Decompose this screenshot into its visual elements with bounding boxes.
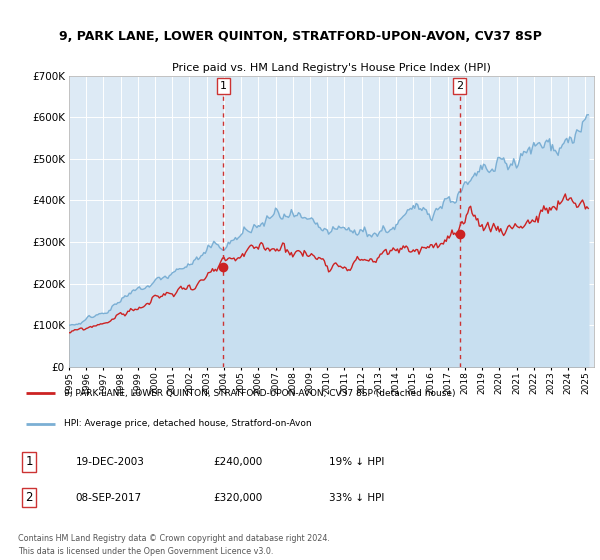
Text: 08-SEP-2017: 08-SEP-2017	[76, 493, 142, 503]
Text: £320,000: £320,000	[214, 493, 263, 503]
Text: 1: 1	[220, 81, 227, 91]
Text: 19-DEC-2003: 19-DEC-2003	[76, 457, 144, 467]
Text: 9, PARK LANE, LOWER QUINTON, STRATFORD-UPON-AVON, CV37 8SP: 9, PARK LANE, LOWER QUINTON, STRATFORD-U…	[59, 30, 541, 43]
Text: 9, PARK LANE, LOWER QUINTON, STRATFORD-UPON-AVON, CV37 8SP (detached house): 9, PARK LANE, LOWER QUINTON, STRATFORD-U…	[64, 389, 455, 398]
Title: Price paid vs. HM Land Registry's House Price Index (HPI): Price paid vs. HM Land Registry's House …	[172, 63, 491, 73]
Text: 33% ↓ HPI: 33% ↓ HPI	[329, 493, 384, 503]
Text: 2: 2	[456, 81, 463, 91]
Text: Contains HM Land Registry data © Crown copyright and database right 2024.: Contains HM Land Registry data © Crown c…	[18, 534, 330, 543]
Text: HPI: Average price, detached house, Stratford-on-Avon: HPI: Average price, detached house, Stra…	[64, 419, 311, 428]
Text: 1: 1	[26, 455, 33, 468]
Text: £240,000: £240,000	[214, 457, 263, 467]
Text: 2: 2	[26, 491, 33, 504]
Text: This data is licensed under the Open Government Licence v3.0.: This data is licensed under the Open Gov…	[18, 547, 274, 556]
Text: 19% ↓ HPI: 19% ↓ HPI	[329, 457, 384, 467]
